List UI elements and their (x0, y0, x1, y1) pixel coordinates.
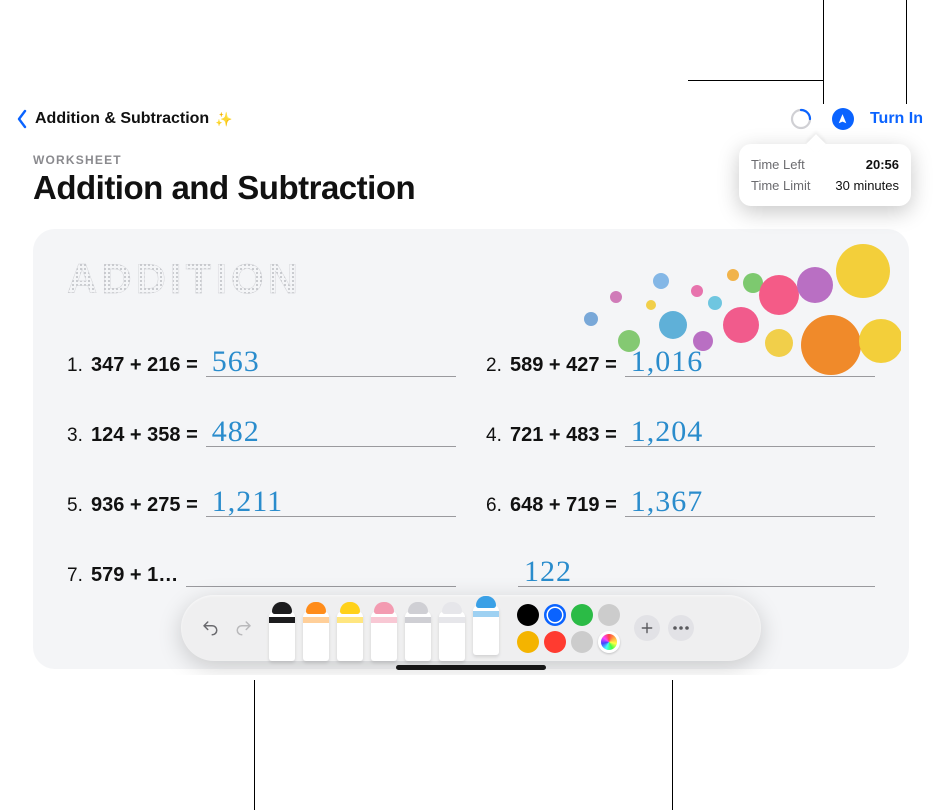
back-button[interactable] (15, 109, 29, 129)
time-left-value: 20:56 (866, 157, 899, 172)
problem-number: 5. (67, 495, 91, 517)
ellipsis-icon (673, 626, 689, 630)
answer-field[interactable]: 1,367 (625, 487, 875, 517)
plus-icon (640, 621, 654, 635)
problem-row: 5.936 + 275 = 1,211 (67, 487, 456, 517)
redo-icon (235, 619, 253, 637)
markup-button[interactable] (832, 108, 854, 130)
problem-number: 6. (486, 495, 510, 517)
highlighter-tool[interactable] (337, 611, 363, 661)
pencil-tip-icon (836, 113, 849, 126)
undo-icon (201, 619, 219, 637)
eraser-tool[interactable] (371, 611, 397, 661)
marker-tool[interactable] (303, 611, 329, 661)
problem-row: 1.347 + 216 = 563 (67, 347, 456, 377)
problem-row: 3.124 + 358 = 482 (67, 417, 456, 447)
problem-equation: 936 + 275 = (91, 494, 198, 517)
time-left-label: Time Left (751, 157, 805, 172)
undo-button[interactable] (197, 615, 223, 641)
time-limit-value: 30 minutes (835, 178, 899, 193)
chevron-left-icon (15, 109, 29, 129)
ruler-tool[interactable] (439, 611, 465, 661)
answer-handwriting: 1,211 (212, 485, 283, 519)
markup-palette (181, 595, 761, 661)
problem-number: 3. (67, 425, 91, 447)
answer-handwriting: 122 (524, 555, 572, 589)
answer-field[interactable]: 122 (518, 557, 875, 587)
more-button[interactable] (668, 615, 694, 641)
redo-button[interactable] (231, 615, 257, 641)
app-frame: Addition & Subtraction ✨ Turn In Time Le… (5, 99, 937, 675)
color-swatch[interactable] (517, 604, 539, 626)
tool-tray (265, 595, 503, 661)
nav-bar: Addition & Subtraction ✨ Turn In (5, 99, 937, 139)
answer-handwriting: 1,204 (631, 415, 704, 449)
problem-equation: 648 + 719 = (510, 494, 617, 517)
answer-field[interactable]: 1,211 (206, 487, 456, 517)
decorative-dots (501, 235, 901, 405)
problem-number: 4. (486, 425, 510, 447)
answer-handwriting: 563 (212, 345, 260, 379)
answer-field[interactable]: 563 (206, 347, 456, 377)
answer-handwriting: 1,367 (631, 485, 704, 519)
pen-tool[interactable] (269, 611, 295, 661)
add-button[interactable] (634, 615, 660, 641)
problem-equation: 347 + 216 = (91, 354, 198, 377)
color-swatch[interactable] (544, 631, 566, 653)
problem-row: 4.721 + 483 = 1,204 (486, 417, 875, 447)
answer-field[interactable] (186, 557, 456, 587)
pencil-tool[interactable] (473, 605, 499, 655)
color-swatch[interactable] (598, 604, 620, 626)
answer-field[interactable]: 482 (206, 417, 456, 447)
color-swatch[interactable] (571, 631, 593, 653)
turn-in-button[interactable]: Turn In (870, 110, 923, 128)
color-wheel-button[interactable] (598, 631, 620, 653)
timer-button[interactable] (790, 108, 812, 130)
problem-number: 1. (67, 355, 91, 377)
problem-equation: 579 + 1… (91, 564, 178, 587)
problem-row: 122 (486, 557, 875, 587)
home-indicator[interactable] (396, 665, 546, 670)
answer-handwriting: 482 (212, 415, 260, 449)
color-swatch[interactable] (517, 631, 539, 653)
problem-equation: 721 + 483 = (510, 424, 617, 447)
problem-row: 7.579 + 1… (67, 557, 456, 587)
sparkle-icon: ✨ (215, 111, 232, 128)
answer-handwriting: 1,016 (631, 345, 704, 379)
answer-field[interactable]: 1,204 (625, 417, 875, 447)
color-swatch[interactable] (571, 604, 593, 626)
problem-row: 6.648 + 719 = 1,367 (486, 487, 875, 517)
problem-equation: 124 + 358 = (91, 424, 198, 447)
answer-field[interactable]: 1,016 (625, 347, 875, 377)
timer-popover: Time Left 20:56 Time Limit 30 minutes (739, 144, 911, 206)
problem-number: 7. (67, 565, 91, 587)
nav-title[interactable]: Addition & Subtraction (35, 110, 209, 128)
time-limit-label: Time Limit (751, 178, 810, 193)
lasso-tool[interactable] (405, 611, 431, 661)
color-swatches (517, 604, 620, 653)
color-swatch[interactable] (544, 604, 566, 626)
